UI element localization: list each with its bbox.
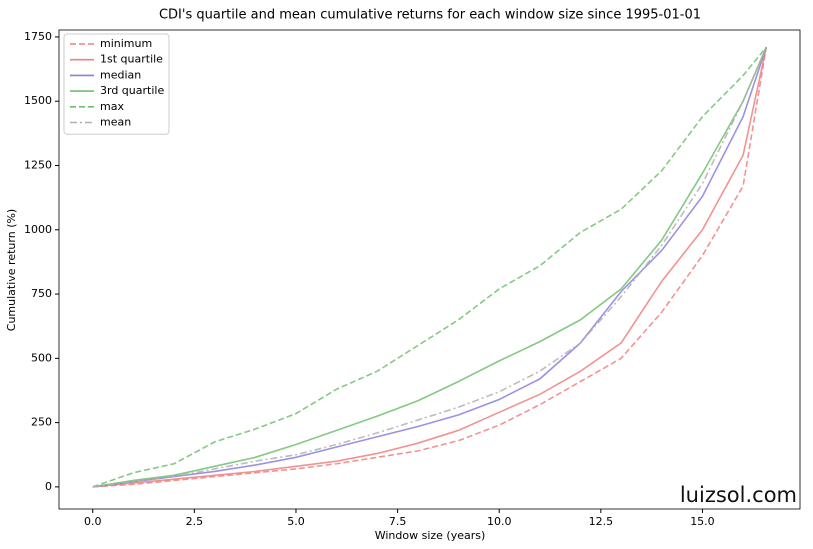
y-tick-label: 1500 [24, 94, 52, 107]
series-line [92, 46, 767, 488]
series-line [92, 46, 767, 488]
series-line [92, 46, 768, 488]
legend-label: minimum [100, 37, 152, 50]
x-tick-label: 10.0 [487, 515, 512, 528]
series-line [92, 46, 767, 488]
legend-label: median [100, 68, 141, 81]
y-tick-label: 1750 [24, 30, 52, 43]
y-tick-label: 750 [31, 287, 52, 300]
y-tick-label: 1000 [24, 223, 52, 236]
x-tick-label: 0.0 [84, 515, 102, 528]
watermark: luizsol.com [680, 483, 797, 507]
x-tick-label: 7.5 [389, 515, 407, 528]
legend-label: mean [100, 116, 131, 129]
y-axis-label: Cumulative return (%) [5, 209, 18, 331]
x-tick-label: 15.0 [690, 515, 715, 528]
series-line [92, 47, 768, 488]
legend-label: 3rd quartile [100, 84, 164, 97]
legend-label: 1st quartile [100, 53, 163, 66]
x-tick-label: 2.5 [186, 515, 204, 528]
legend-label: max [100, 100, 124, 113]
x-axis-label: Window size (years) [375, 529, 486, 542]
y-tick-label: 0 [45, 480, 52, 493]
series-line [92, 47, 768, 488]
chart-title: CDI's quartile and mean cumulative retur… [159, 8, 701, 23]
y-tick-label: 500 [31, 351, 52, 364]
y-tick-label: 250 [31, 416, 52, 429]
plot-frame [58, 29, 801, 510]
y-tick-label: 1250 [24, 158, 52, 171]
x-tick-label: 12.5 [589, 515, 614, 528]
x-tick-label: 5.0 [287, 515, 305, 528]
